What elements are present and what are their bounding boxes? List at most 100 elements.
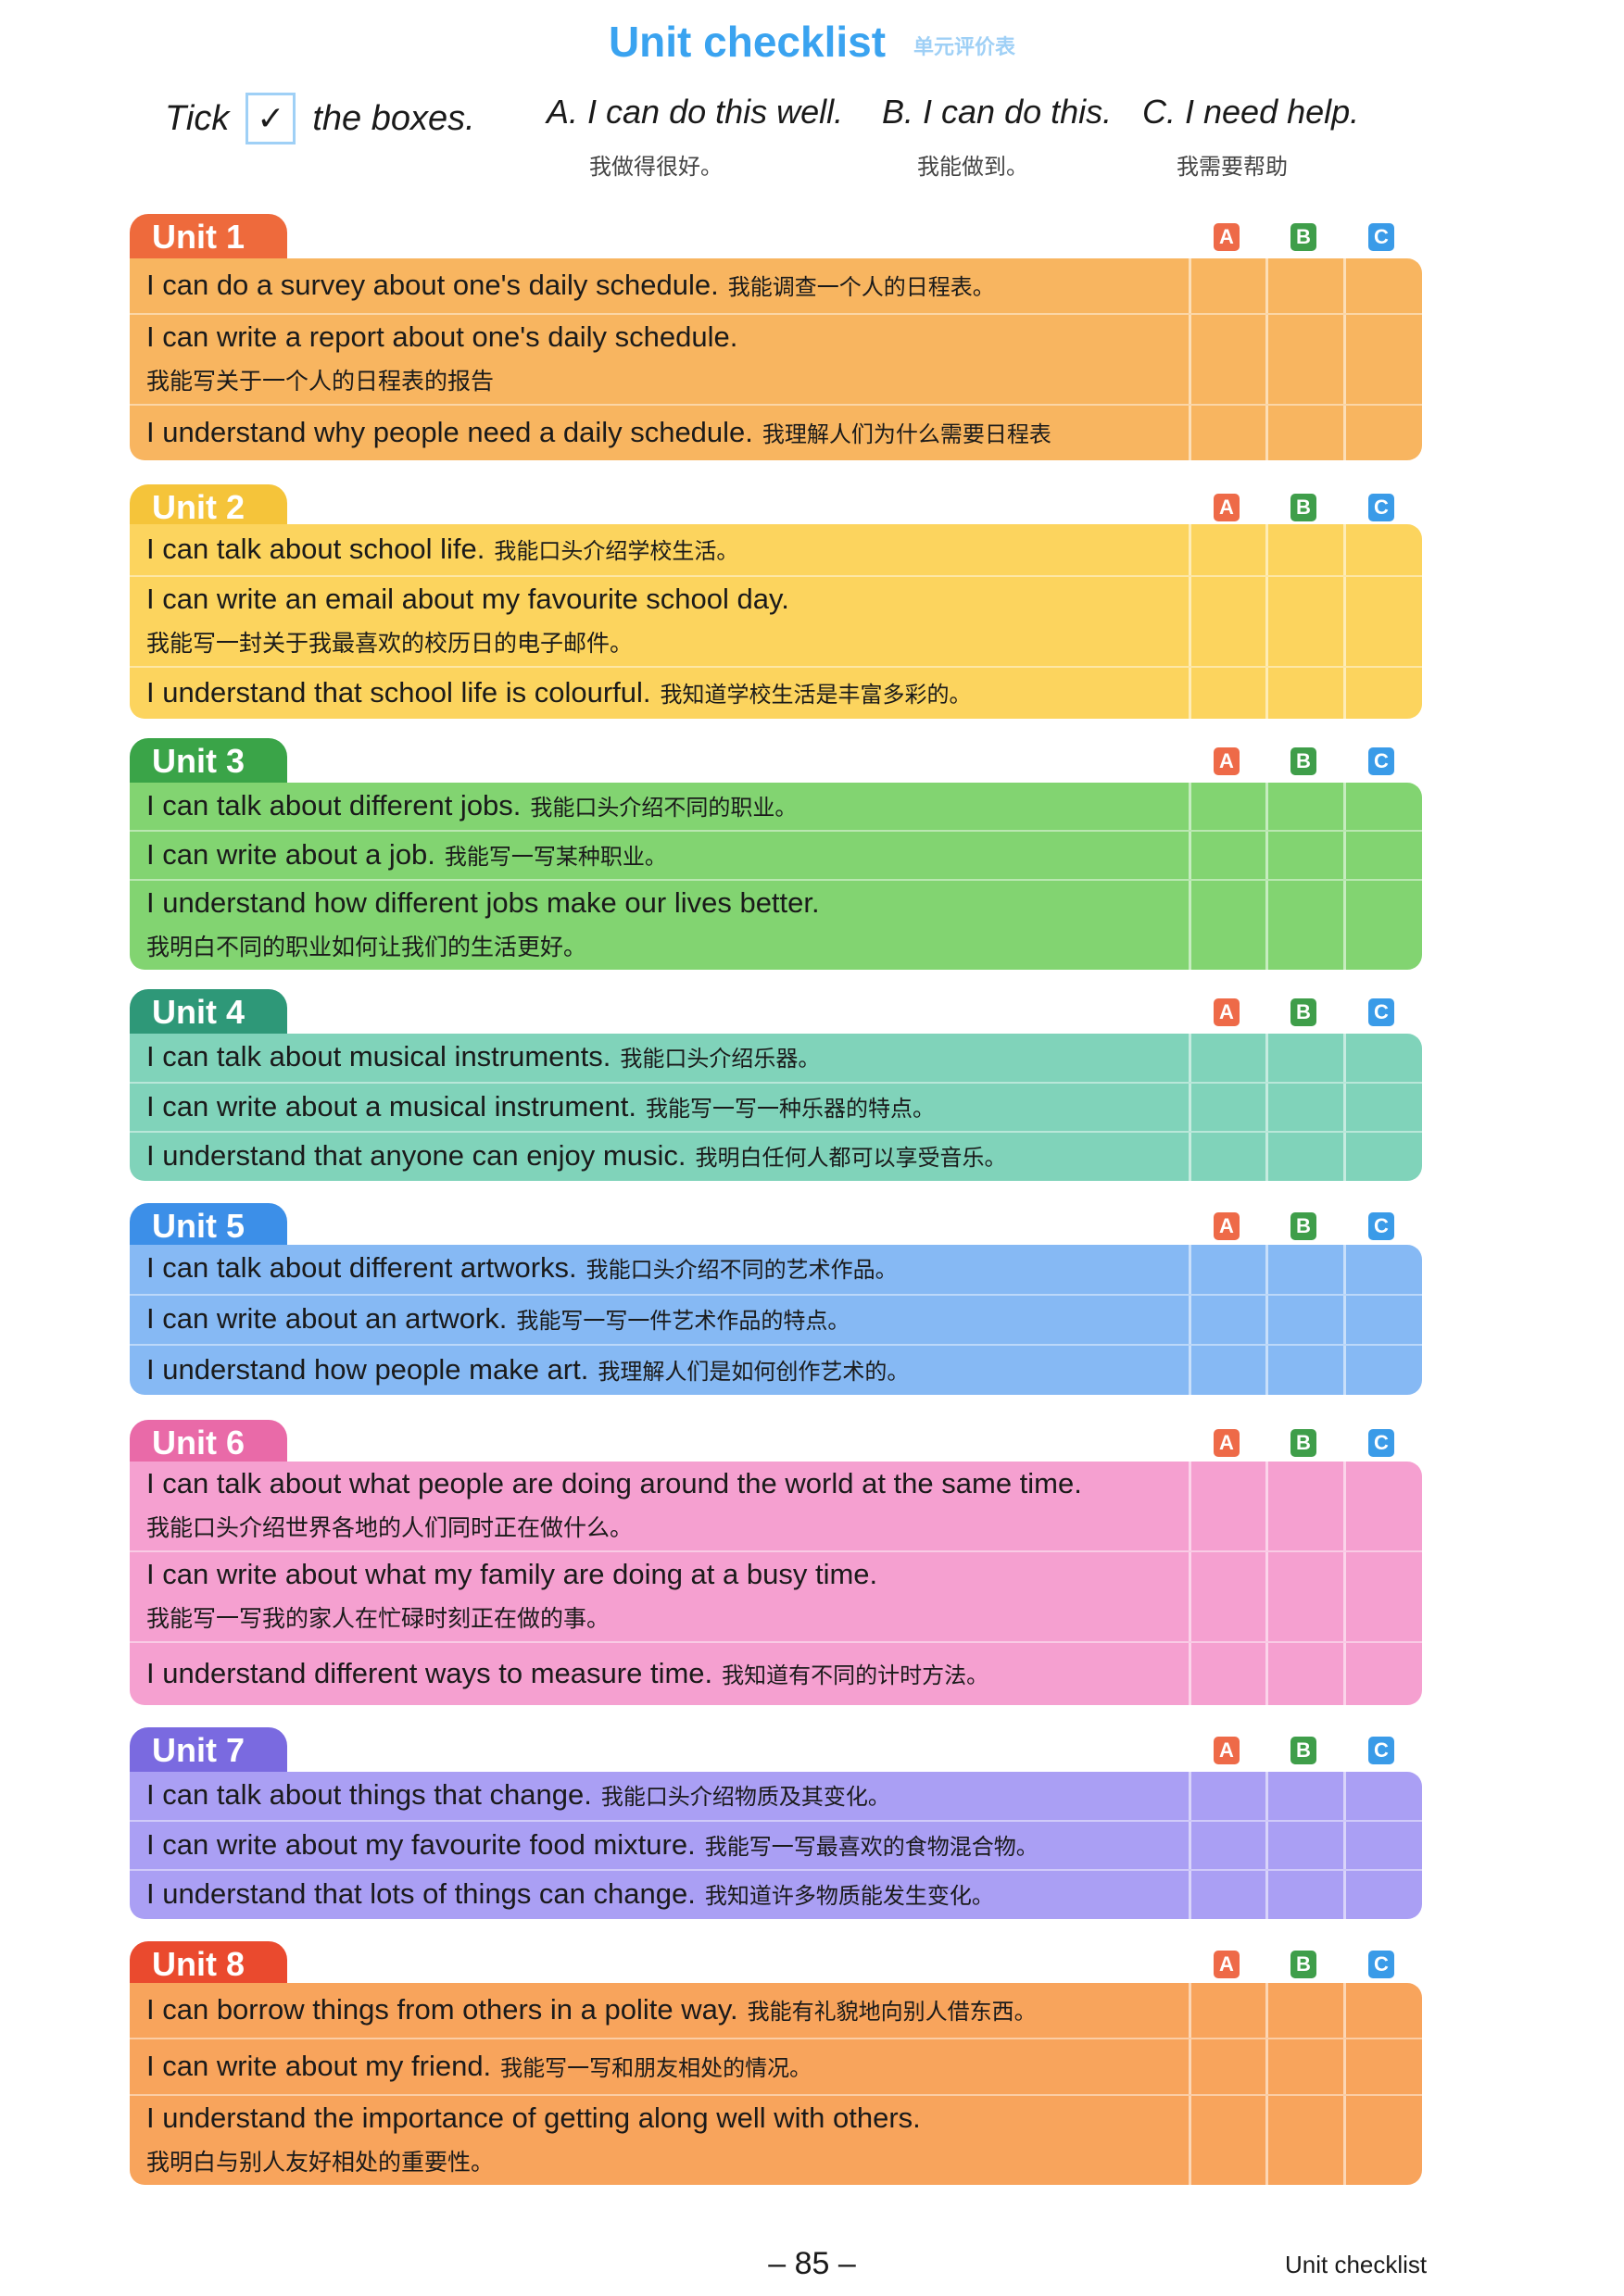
item-text: I can write a report about one's daily s… (146, 315, 1422, 359)
tick-box-a[interactable] (1189, 1983, 1265, 2038)
item-en: I can write a report about one's daily s… (146, 320, 738, 353)
tick-box-a[interactable] (1189, 2039, 1265, 2094)
tick-box-a[interactable] (1189, 315, 1265, 404)
tick-box-c[interactable] (1343, 881, 1419, 970)
tick-box-a[interactable] (1189, 881, 1265, 970)
tick-box-b[interactable] (1265, 1083, 1341, 1132)
tick-box-b[interactable] (1265, 832, 1341, 879)
tick-box-c[interactable] (1343, 1083, 1419, 1132)
tick-box-a[interactable] (1189, 1133, 1265, 1181)
tick-box-b[interactable] (1265, 1346, 1341, 1395)
tick-box-c[interactable] (1343, 406, 1419, 460)
tick-box-b[interactable] (1265, 577, 1341, 666)
tick-box-b[interactable] (1265, 406, 1341, 460)
tick-box-c[interactable] (1343, 1552, 1419, 1641)
grade-c-icon: C (1368, 494, 1394, 521)
tick-box-c[interactable] (1343, 1034, 1419, 1082)
tick-box-c[interactable] (1343, 524, 1419, 575)
page-title: Unit checklist 单元评价表 (0, 17, 1624, 67)
tick-box-b[interactable] (1265, 783, 1341, 830)
tick-box-b[interactable] (1265, 1871, 1341, 1919)
tick-box-c[interactable] (1343, 2039, 1419, 2094)
tick-box-c[interactable] (1343, 1462, 1419, 1550)
tick-box-a[interactable] (1189, 1643, 1265, 1705)
tick-box-a[interactable] (1189, 258, 1265, 313)
tick-box-a[interactable] (1189, 1772, 1265, 1820)
tick-suffix: the boxes. (312, 98, 475, 138)
item-text: I understand that school life is colourf… (146, 671, 1422, 717)
tick-box-b[interactable] (1265, 2039, 1341, 2094)
tick-box-b[interactable] (1265, 1821, 1341, 1870)
option-b-label: B. I can do this. (882, 93, 1113, 131)
tick-box-a[interactable] (1189, 1871, 1265, 1919)
tick-box-b[interactable] (1265, 1245, 1341, 1294)
tick-box-c[interactable] (1343, 1871, 1419, 1919)
tick-box-c[interactable] (1343, 1643, 1419, 1705)
tick-box-c[interactable] (1343, 1772, 1419, 1820)
tick-box-b[interactable] (1265, 1772, 1341, 1820)
tick-box-c[interactable] (1343, 1245, 1419, 1294)
tick-box-b[interactable] (1265, 1295, 1341, 1345)
checklist-item: I can write about a job. 我能写一写某种职业。 (130, 832, 1422, 881)
tick-box-a[interactable] (1189, 1821, 1265, 1870)
tick-box-a[interactable] (1189, 1346, 1265, 1395)
item-cn: 我能口头介绍物质及其变化。 (600, 1783, 890, 1810)
item-text: I can talk about different artworks. 我能口头… (146, 1246, 1422, 1292)
tick-box-c[interactable] (1343, 258, 1419, 313)
tick-box-b[interactable] (1265, 1034, 1341, 1082)
unit-items: I can talk about musical instruments. 我能口… (130, 1034, 1422, 1181)
tick-box-b[interactable] (1265, 1983, 1341, 2038)
tick-box-a[interactable] (1189, 1245, 1265, 1294)
tick-box-a[interactable] (1189, 1552, 1265, 1641)
tick-box-b[interactable] (1265, 2096, 1341, 2185)
tick-box-a[interactable] (1189, 524, 1265, 575)
tick-box-a[interactable] (1189, 668, 1265, 719)
tick-box-c[interactable] (1343, 315, 1419, 404)
tick-box-b[interactable] (1265, 668, 1341, 719)
checklist-item: I understand that school life is colourf… (130, 668, 1422, 719)
tick-box-b[interactable] (1265, 524, 1341, 575)
grade-b-icon: B (1290, 1212, 1316, 1240)
option-b-cn: 我能做到。 (917, 154, 1028, 180)
tick-box-c[interactable] (1343, 1983, 1419, 2038)
item-en: I can write about a musical instrument. (146, 1089, 636, 1123)
tick-box-a[interactable] (1189, 1034, 1265, 1082)
tick-box-a[interactable] (1189, 577, 1265, 666)
checklist-item: I understand that anyone can enjoy music… (130, 1133, 1422, 1181)
item-en: I can talk about different jobs. (146, 788, 522, 822)
item-text: I can borrow things from others in a pol… (146, 1988, 1422, 2034)
tick-box-a[interactable] (1189, 406, 1265, 460)
tick-box-b[interactable] (1265, 1552, 1341, 1641)
tick-box-c[interactable] (1343, 1821, 1419, 1870)
tick-box-c[interactable] (1343, 1133, 1419, 1181)
tick-box-c[interactable] (1343, 1346, 1419, 1395)
item-cn: 我能写一写一件艺术作品的特点。 (516, 1308, 850, 1334)
tick-box-b[interactable] (1265, 1133, 1341, 1181)
tick-box-b[interactable] (1265, 1462, 1341, 1550)
item-text: I can talk about musical instruments. 我能口… (146, 1035, 1422, 1081)
tick-box-a[interactable] (1189, 832, 1265, 879)
tick-box-c[interactable] (1343, 668, 1419, 719)
tick-box-a[interactable] (1189, 1295, 1265, 1345)
tick-box-c[interactable] (1343, 2096, 1419, 2185)
tick-box-b[interactable] (1265, 258, 1341, 313)
tick-box-a[interactable] (1189, 1083, 1265, 1132)
item-text: I can do a survey about one's daily sche… (146, 263, 1422, 309)
item-cn: 我知道有不同的计时方法。 (722, 1662, 989, 1688)
item-en: I can write about my favourite food mixt… (146, 1827, 696, 1861)
tick-box-b[interactable] (1265, 315, 1341, 404)
tick-box-b[interactable] (1265, 1643, 1341, 1705)
tick-box-c[interactable] (1343, 783, 1419, 830)
item-cn: 我能口头介绍不同的艺术作品。 (585, 1257, 898, 1284)
tick-box-a[interactable] (1189, 2096, 1265, 2185)
unit-items: I can talk about what people are doing a… (130, 1462, 1422, 1705)
tick-box-b[interactable] (1265, 881, 1341, 970)
tick-box-c[interactable] (1343, 1295, 1419, 1345)
tick-box-a[interactable] (1189, 783, 1265, 830)
checklist-item: I can write an email about my favourite … (130, 577, 1422, 668)
tick-box-c[interactable] (1343, 832, 1419, 879)
tick-box-a[interactable] (1189, 1462, 1265, 1550)
tick-box-c[interactable] (1343, 577, 1419, 666)
